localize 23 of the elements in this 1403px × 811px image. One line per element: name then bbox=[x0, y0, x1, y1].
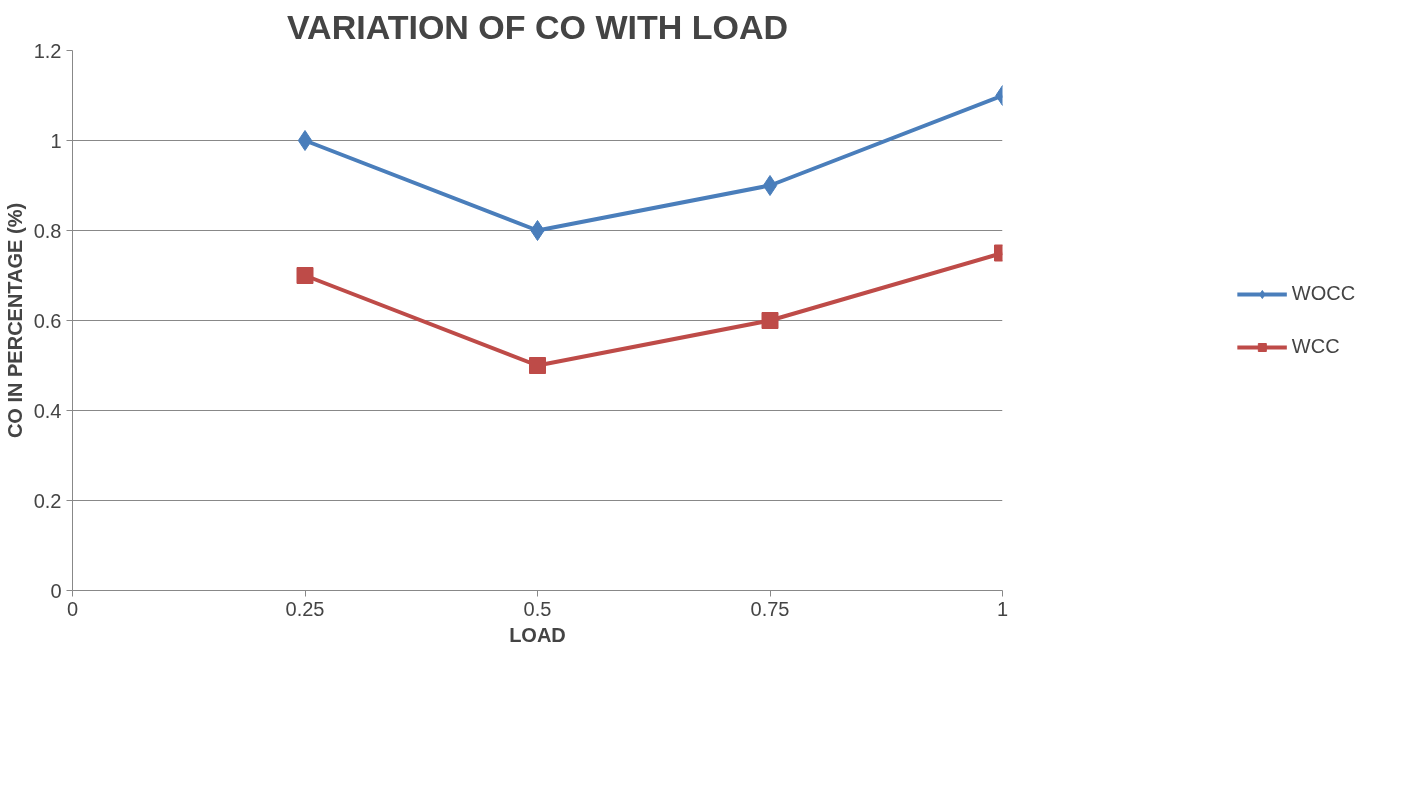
x-tick-label: 0.25 bbox=[285, 597, 325, 620]
legend-label: WCC bbox=[1291, 335, 1340, 358]
x-tick-label: 0.5 bbox=[523, 597, 552, 620]
y-tick-label: 1.2 bbox=[33, 39, 62, 62]
y-tick-label: 1 bbox=[50, 129, 62, 152]
point bbox=[762, 175, 778, 196]
y-tick-label: 0.8 bbox=[33, 219, 62, 242]
y-axis-title: CO IN PERCENTAGE (%) bbox=[3, 202, 26, 439]
y-tick-label: 0.6 bbox=[33, 309, 62, 332]
point bbox=[761, 312, 779, 329]
x-tick-label: 0.75 bbox=[750, 597, 790, 620]
y-tick-label: 0.2 bbox=[33, 489, 62, 512]
chart-title: VARIATION OF CO WITH LOAD bbox=[286, 7, 789, 46]
x-axis-title: LOAD bbox=[509, 623, 566, 646]
x-tick-label: 0 bbox=[66, 597, 79, 620]
point bbox=[297, 130, 313, 151]
point bbox=[529, 357, 546, 374]
point bbox=[530, 220, 545, 241]
y-tick-label: 0.4 bbox=[33, 399, 62, 422]
legend-label: WOCC bbox=[1291, 282, 1356, 305]
x-tick-label: 1 bbox=[996, 597, 1009, 620]
point bbox=[296, 267, 314, 284]
y-tick-label: 0 bbox=[50, 579, 62, 602]
